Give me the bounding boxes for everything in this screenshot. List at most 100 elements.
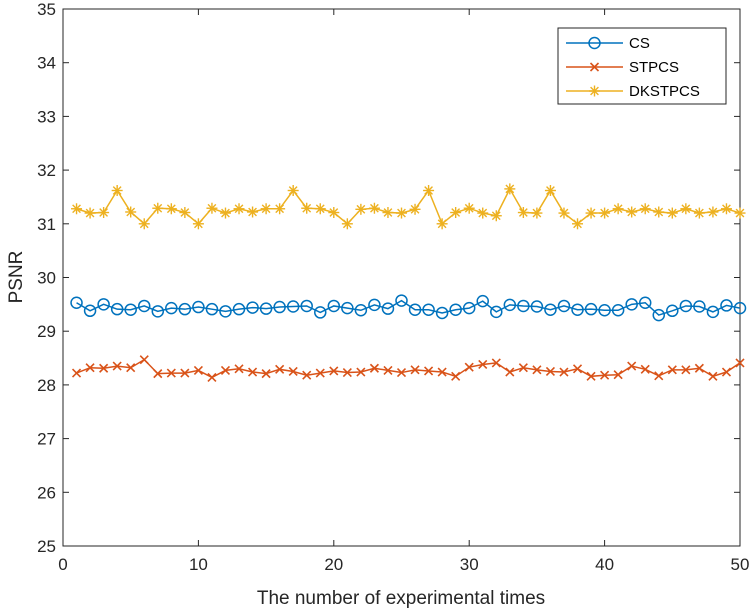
data-point-cs [652, 308, 666, 322]
data-point-cs [368, 298, 381, 312]
data-point-dkstpcs [490, 210, 502, 222]
x-axis-title: The number of experimental times [257, 588, 545, 609]
data-point-stpcs [71, 368, 82, 378]
data-point-dkstpcs [152, 202, 164, 214]
legend-item-stpcs: STPCS [566, 59, 679, 76]
data-point-cs [110, 302, 124, 316]
x-tick-label: 40 [595, 555, 614, 574]
x-tick-label: 50 [731, 555, 750, 574]
data-point-stpcs [85, 363, 95, 373]
data-point-stpcs [234, 364, 244, 374]
y-tick-label: 28 [37, 376, 56, 395]
data-point-dkstpcs [328, 207, 340, 219]
data-point-cs [625, 298, 638, 311]
x-tick-label: 10 [189, 555, 208, 574]
series-dkstpcs [71, 183, 746, 230]
data-point-stpcs [180, 368, 190, 378]
data-point-cs [259, 302, 273, 315]
data-point-dkstpcs [125, 206, 137, 218]
data-point-cs [192, 300, 205, 314]
data-point-dkstpcs [517, 207, 529, 219]
legend: CS STPCS DKSTPCS [557, 27, 727, 105]
data-point-stpcs [518, 363, 528, 373]
data-point-dkstpcs [71, 203, 83, 215]
y-tick-label: 33 [37, 107, 56, 126]
data-point-cs [246, 301, 259, 314]
data-point-cs [598, 304, 611, 317]
data-point-cs [584, 302, 598, 316]
y-tick-label: 34 [37, 54, 56, 73]
axis-tick-labels: 0 10 20 30 40 50 25 26 27 28 29 30 31 32 33 34 35 [37, 0, 749, 574]
data-point-cs [151, 305, 165, 318]
data-point-dkstpcs [274, 203, 286, 215]
x-tick-label: 20 [324, 555, 343, 574]
data-point-dkstpcs [314, 203, 326, 215]
data-point-dkstpcs [179, 207, 191, 219]
data-point-stpcs [572, 364, 583, 374]
data-point-stpcs [627, 361, 637, 371]
data-point-cs [273, 300, 286, 314]
data-point-stpcs [681, 365, 691, 375]
data-point-cs [178, 302, 192, 316]
data-point-dkstpcs [111, 185, 123, 197]
data-point-stpcs [667, 365, 677, 375]
data-point-cs [693, 300, 706, 313]
data-point-cs [517, 299, 530, 313]
data-point-cs [165, 301, 178, 315]
data-point-stpcs [288, 366, 298, 377]
data-point-cs [300, 299, 313, 313]
data-point-cs [395, 294, 408, 307]
data-point-stpcs [396, 367, 407, 378]
data-point-stpcs [491, 358, 501, 368]
data-point-cs [706, 305, 720, 319]
data-point-stpcs [166, 368, 176, 378]
data-point-stpcs [600, 370, 610, 380]
data-point-dkstpcs [504, 183, 516, 195]
data-point-dkstpcs [477, 207, 489, 219]
data-point-dkstpcs [531, 207, 543, 219]
data-point-dkstpcs [301, 202, 313, 214]
data-point-stpcs [247, 367, 258, 377]
legend-item-cs: CS [566, 35, 650, 52]
data-point-dkstpcs [206, 202, 218, 214]
data-point-stpcs [532, 365, 542, 375]
data-point-cs [733, 301, 747, 315]
legend-label-stpcs: STPCS [629, 59, 679, 76]
data-point-stpcs [315, 368, 325, 378]
data-point-cs [97, 298, 110, 311]
data-point-dkstpcs [680, 203, 692, 215]
data-point-dkstpcs [572, 218, 584, 230]
data-point-cs [354, 304, 368, 317]
data-point-cs [571, 303, 584, 316]
y-tick-label: 27 [37, 430, 56, 449]
data-point-dkstpcs [734, 207, 746, 219]
y-tick-label: 31 [37, 215, 56, 234]
data-point-dkstpcs [558, 207, 570, 219]
data-point-stpcs [613, 370, 623, 380]
data-point-dkstpcs [192, 218, 204, 230]
data-point-dkstpcs [260, 203, 272, 215]
series-layer [70, 183, 747, 382]
legend-label-cs: CS [629, 35, 650, 52]
data-point-stpcs [559, 367, 569, 377]
data-point-dkstpcs [450, 207, 462, 219]
data-point-dkstpcs [544, 185, 556, 197]
legend-label-dkstpcs: DKSTPCS [629, 83, 700, 100]
legend-marker-cs [588, 36, 601, 50]
data-point-cs [530, 300, 544, 313]
data-point-dkstpcs [707, 206, 719, 218]
data-point-dkstpcs [247, 206, 259, 218]
data-point-stpcs [708, 371, 718, 381]
data-point-cs [462, 301, 476, 315]
data-point-stpcs [505, 367, 515, 377]
data-point-dkstpcs [639, 203, 651, 215]
y-tick-label: 30 [37, 269, 56, 288]
data-point-stpcs [207, 372, 217, 382]
data-point-stpcs [437, 367, 447, 377]
data-point-dkstpcs [463, 202, 475, 214]
data-point-dkstpcs [585, 207, 597, 219]
y-tick-label: 26 [37, 483, 56, 502]
data-point-cs [679, 299, 693, 313]
y-tick-label: 25 [37, 537, 56, 556]
